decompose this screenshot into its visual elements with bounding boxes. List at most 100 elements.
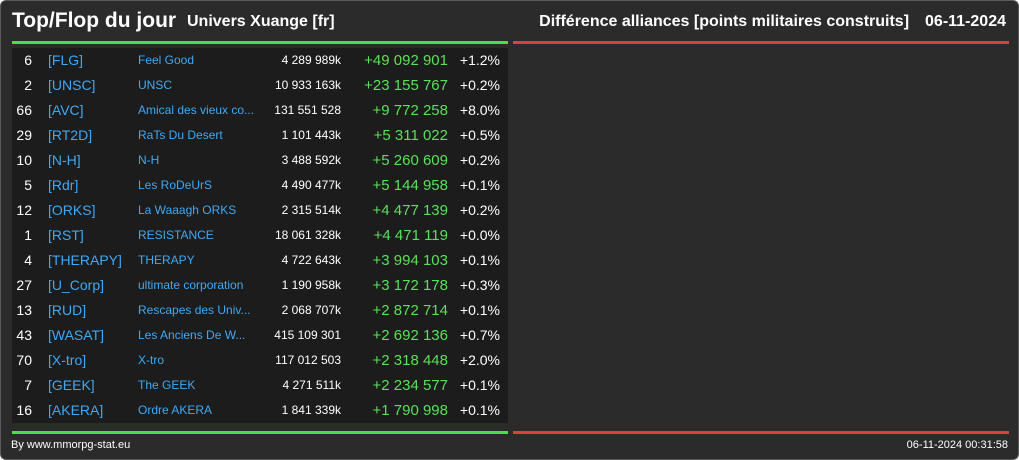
alliance-tag-link[interactable]: [RT2D] (48, 127, 93, 143)
alliance-name-link[interactable]: RaTs Du Desert (138, 128, 223, 142)
percent-cell: +0.3% (459, 277, 500, 293)
diff-cell: +2 872 714 (372, 302, 449, 319)
alliance-name-link[interactable]: Amical des vieux co... (138, 103, 255, 117)
points-cell: 18 061 328k (274, 228, 341, 242)
alliance-name-link[interactable]: Les RoDeUrS (138, 178, 213, 192)
bottom-gain-bar (12, 431, 508, 434)
alliance-name-link[interactable]: Ordre AKERA (138, 403, 213, 417)
table-row: 5 [Rdr] Les RoDeUrS 4 490 477k +5 144 958 +0.… (12, 173, 508, 198)
percent-cell: +0.5% (459, 127, 500, 143)
alliance-name-link[interactable]: La Waaagh ORKS (138, 203, 237, 217)
table-row: 66 [AVC] Amical des vieux co... 131 551 528… (12, 98, 508, 123)
diff-cell: +2 692 136 (372, 327, 449, 344)
points-cell: 117 012 503 (275, 353, 341, 367)
points-cell: 4 722 643k (281, 253, 341, 267)
percent-cell: +0.1% (459, 177, 500, 193)
alliance-name-link[interactable]: UNSC (138, 78, 173, 92)
points-cell: 131 551 528 (274, 103, 341, 117)
diff-cell: +5 311 022 (373, 127, 448, 144)
points-cell: 1 101 443k (281, 128, 341, 142)
table-row: 2 [UNSC] UNSC 10 933 163k +23 155 767 +0.2% (12, 73, 508, 98)
alliance-tag-link[interactable]: [RST] (48, 227, 84, 243)
points-cell: 2 068 707k (281, 303, 341, 317)
alliance-name-link[interactable]: ultimate corporation (138, 278, 244, 292)
diff-cell: +1 790 998 (372, 402, 449, 419)
percent-cell: +0.1% (459, 377, 500, 393)
rank-cell: 1 (24, 227, 32, 243)
top-gain-bar (12, 41, 508, 44)
percent-cell: +1.2% (459, 52, 500, 68)
alliance-tag-link[interactable]: [N-H] (48, 152, 81, 168)
alliance-tag-link[interactable]: [Rdr] (48, 177, 79, 193)
points-cell: 2 315 514k (281, 203, 341, 217)
table-row: 29 [RT2D] RaTs Du Desert 1 101 443k +5 311 0… (12, 123, 508, 148)
table-row: 1 [RST] RESISTANCE 18 061 328k +4 471 119 +0.… (12, 223, 508, 248)
rank-cell: 16 (16, 402, 32, 418)
rank-cell: 27 (16, 277, 32, 293)
alliance-tag-link[interactable]: [WASAT] (48, 327, 104, 343)
diff-cell: +4 477 139 (372, 202, 449, 219)
diff-cell: +3 994 103 (372, 252, 449, 269)
diff-cell: +9 772 258 (372, 102, 449, 119)
alliance-tag-link[interactable]: [RUD] (48, 302, 87, 318)
header-date: 06-11-2024 (925, 13, 1006, 30)
table-row: 10 [N-H] N-H 3 488 592k +5 260 609 +0.2% (12, 148, 508, 173)
alliance-tag-link[interactable]: [AVC] (48, 102, 84, 118)
percent-cell: +8.0% (459, 102, 500, 118)
percent-cell: +2.0% (459, 352, 500, 368)
alliance-tag-link[interactable]: [FLG] (48, 52, 84, 68)
rank-cell: 5 (24, 177, 32, 193)
table-row: 6 [FLG] Feel Good 4 289 989k +49 092 901 +1.2… (12, 48, 508, 73)
diff-cell: +4 471 119 (373, 227, 448, 244)
alliance-tag-link[interactable]: [UNSC] (48, 77, 96, 93)
percent-cell: +0.0% (459, 227, 500, 243)
rank-cell: 12 (16, 202, 32, 218)
alliance-name-link[interactable]: The GEEK (138, 378, 196, 392)
table-row: 16 [AKERA] Ordre AKERA 1 841 339k +1 790 998… (12, 398, 508, 423)
table-row: 12 [ORKS] La Waaagh ORKS 2 315 514k +4 477 1… (12, 198, 508, 223)
points-cell: 3 488 592k (281, 153, 341, 167)
diff-cell: +5 260 609 (372, 152, 449, 169)
diff-cell: +2 318 448 (372, 352, 449, 369)
alliance-tag-link[interactable]: [U_Corp] (48, 277, 105, 293)
rank-cell: 7 (24, 377, 32, 393)
percent-cell: +0.1% (459, 402, 500, 418)
percent-cell: +0.2% (459, 77, 500, 93)
alliance-name-link[interactable]: X-tro (138, 353, 165, 367)
bottom-loss-bar (513, 431, 1009, 434)
percent-cell: +0.1% (459, 252, 500, 268)
rank-cell: 70 (16, 352, 32, 368)
points-cell: 4 490 477k (281, 178, 341, 192)
alliance-name-link[interactable]: RESISTANCE (138, 228, 214, 242)
table-row: 7 [GEEK] The GEEK 4 271 511k +2 234 577 +0.1% (12, 373, 508, 398)
points-cell: 10 933 163k (274, 78, 341, 92)
points-cell: 4 271 511k (282, 378, 342, 392)
gain-table: 6 [FLG] Feel Good 4 289 989k +49 092 901 +1.2… (12, 48, 508, 423)
alliance-tag-link[interactable]: [THERAPY] (48, 252, 122, 268)
alliance-name-link[interactable]: Les Anciens De W... (138, 328, 246, 342)
rank-cell: 66 (16, 102, 32, 118)
diff-cell: +2 234 577 (372, 377, 449, 394)
alliance-name-link[interactable]: THERAPY (138, 253, 195, 267)
footer-timestamp: 06-11-2024 00:31:58 (906, 439, 1008, 451)
rank-cell: 6 (24, 52, 32, 68)
rank-cell: 43 (16, 327, 32, 343)
rank-cell: 29 (16, 127, 32, 143)
source-link[interactable]: By www.mmorpg-stat.eu (11, 439, 131, 451)
points-cell: 4 289 989k (281, 53, 341, 67)
alliance-tag-link[interactable]: [X-tro] (48, 352, 87, 368)
metric-header: Différence alliances [points militaires … (539, 13, 1006, 31)
alliance-tag-link[interactable]: [AKERA] (48, 402, 104, 418)
alliance-name-link[interactable]: N-H (138, 153, 160, 167)
alliance-tag-link[interactable]: [ORKS] (48, 202, 96, 218)
alliance-name-link[interactable]: Rescapes des Univ... (138, 303, 251, 317)
alliance-name-link[interactable]: Feel Good (138, 53, 195, 67)
diff-cell: +5 144 958 (372, 177, 449, 194)
table-row: 27 [U_Corp] ultimate corporation 1 190 958k… (12, 273, 508, 298)
alliance-tag-link[interactable]: [GEEK] (48, 377, 95, 393)
page-title: Top/Flop du jour (12, 9, 177, 32)
points-cell: 1 190 958k (281, 278, 341, 292)
table-row: 4 [THERAPY] THERAPY 4 722 643k +3 994 103 +0.… (12, 248, 508, 273)
rank-cell: 4 (24, 252, 32, 268)
